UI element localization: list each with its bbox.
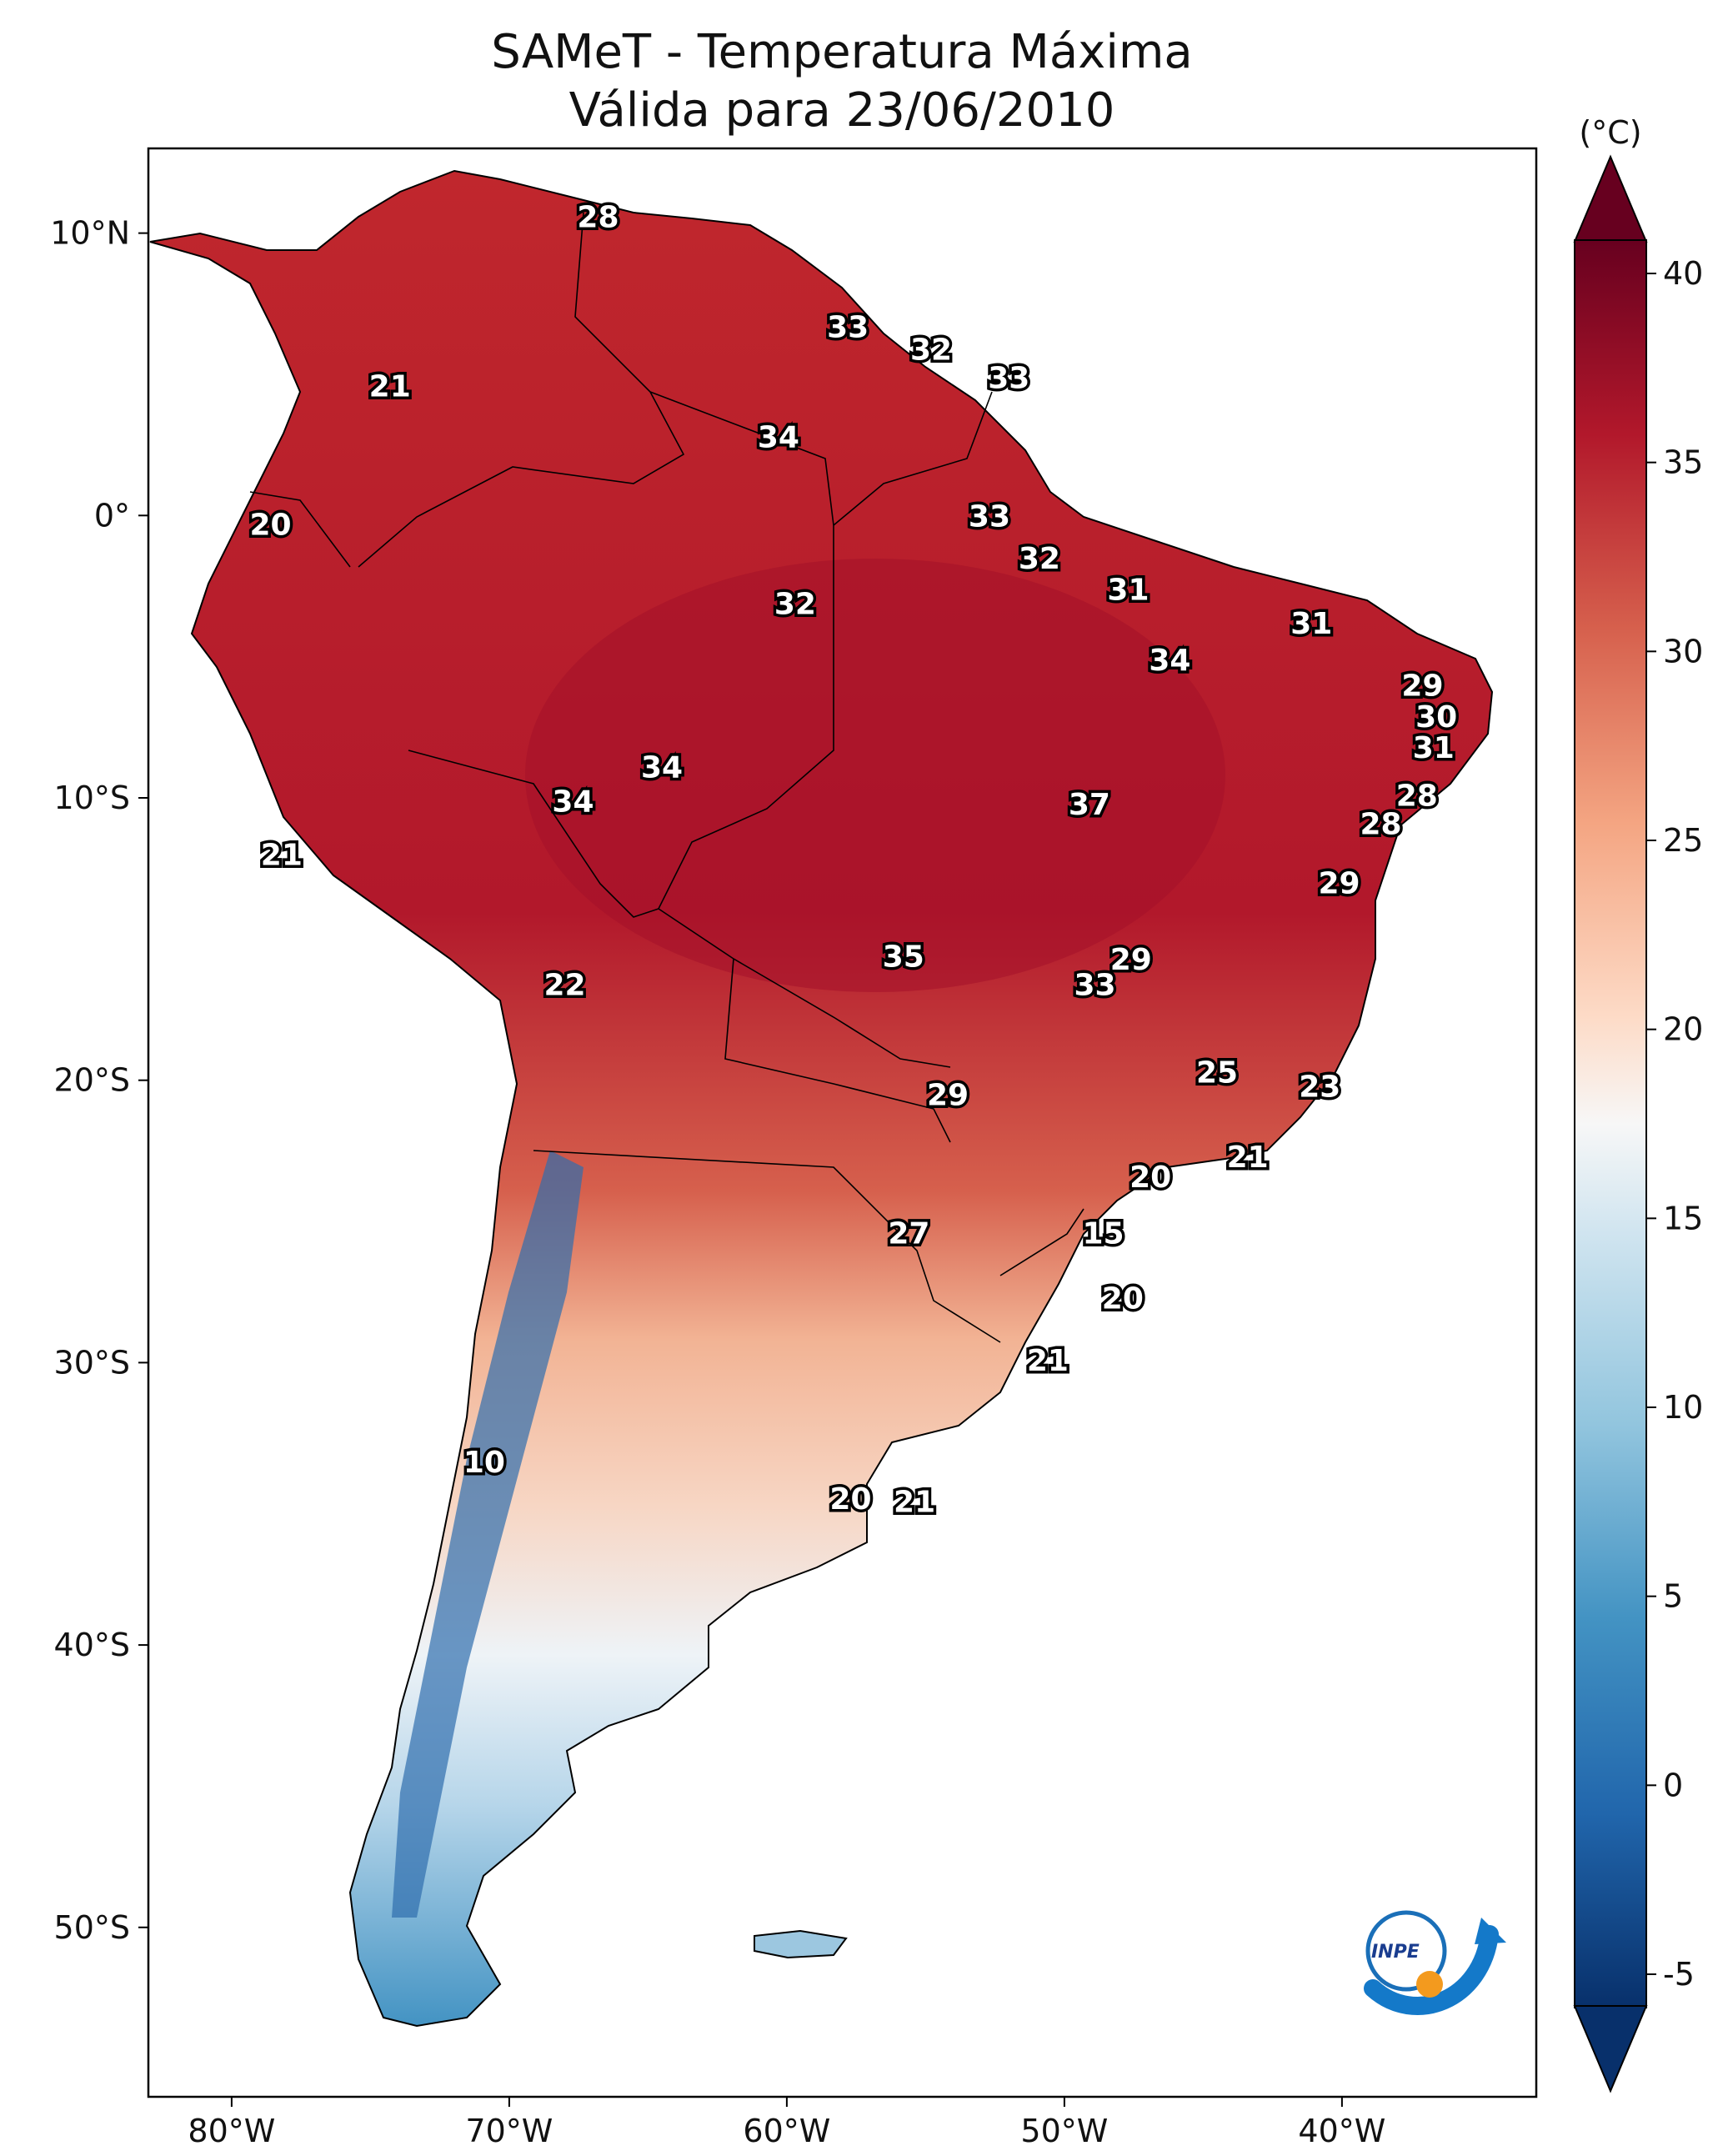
temperature-label: 34 (1149, 644, 1190, 678)
lon-tick-label: 80°W (188, 2113, 275, 2149)
lat-tick-label: 10°S (54, 780, 130, 816)
temperature-label: 22 (543, 969, 585, 1003)
lon-tick-label: 70°W (465, 2113, 553, 2149)
inpe-logo-text: INPE (1371, 1942, 1420, 1963)
temperature-label: 29 (1401, 669, 1443, 704)
temperature-label: 33 (1074, 969, 1115, 1003)
longitude-axis: 80°W 70°W 60°W 50°W 40°W (188, 2097, 1385, 2149)
temperature-label: 21 (894, 1485, 935, 1519)
temperature-label: 34 (641, 751, 683, 785)
colorbar-tick-label: 5 (1663, 1578, 1683, 1615)
temperature-label: 10 (463, 1446, 505, 1480)
lat-tick-label: 20°S (54, 1062, 130, 1099)
colorbar-tick-label: 15 (1663, 1200, 1703, 1236)
temperature-label: 34 (758, 420, 799, 454)
temperature-label: 33 (969, 499, 1010, 534)
falkland-islands (754, 1929, 848, 1959)
temperature-label: 33 (988, 361, 1029, 395)
temperature-label: 20 (829, 1482, 871, 1517)
map-title-line2: Válida para 23/06/2010 (568, 83, 1115, 138)
temperature-label: 20 (249, 508, 291, 542)
colorbar-tick-label: -5 (1663, 1956, 1695, 1993)
temperature-label: 27 (888, 1217, 929, 1251)
lat-tick-label: 40°S (54, 1627, 130, 1663)
colorbar: (°C) 40 35 30 25 20 15 10 5 0 -5 (1573, 114, 1703, 2093)
country-borders (249, 212, 1084, 1343)
temperature-label: 29 (927, 1079, 969, 1113)
temperature-label: 20 (1129, 1161, 1171, 1195)
colorbar-tick-label: 40 (1663, 255, 1703, 292)
temperature-label: 28 (1360, 807, 1401, 841)
temperature-label: 32 (910, 333, 952, 367)
latitude-axis: 10°N 0° 10°S 20°S 30°S 40°S 50°S (50, 215, 148, 1946)
colorbar-unit: (°C) (1579, 114, 1641, 151)
map-frame-border (147, 147, 1538, 2098)
temperature-label: 35 (883, 940, 924, 975)
colorbar-bottom-extend (1573, 2005, 1648, 2093)
temperature-label: 29 (1110, 943, 1152, 977)
map-title-line1: SAMeT - Temperatura Máxima (491, 25, 1193, 79)
temperature-label: 37 (1069, 788, 1110, 822)
inpe-logo-icon: INPE (1364, 1910, 1506, 2015)
lat-tick-label: 0° (94, 497, 130, 534)
temperature-label: 23 (1299, 1070, 1340, 1104)
temperature-label: 15 (1082, 1217, 1124, 1251)
colorbar-ticks: 40 35 30 25 20 15 10 5 0 -5 (1646, 255, 1703, 1993)
lat-tick-label: 10°N (50, 215, 130, 252)
temperature-label: 33 (827, 310, 869, 344)
hot-core-region (525, 559, 1225, 992)
temperature-label: 32 (774, 587, 816, 621)
andes-cool-strip (392, 1151, 584, 1918)
temperature-label: 20 (1102, 1281, 1144, 1316)
colorbar-tick-label: 10 (1663, 1389, 1703, 1426)
temperature-label: 29 (1319, 867, 1360, 901)
temperature-label: 21 (1227, 1141, 1269, 1175)
temperature-label: 28 (1396, 780, 1438, 814)
lon-tick-label: 40°W (1298, 2113, 1385, 2149)
lon-tick-label: 60°W (743, 2113, 830, 2149)
temperature-label: 31 (1290, 607, 1332, 641)
colorbar-gradient (1574, 239, 1647, 2008)
colorbar-tick-label: 25 (1663, 822, 1703, 859)
colorbar-top-extend (1573, 154, 1648, 243)
temperature-label: 32 (1019, 542, 1060, 576)
colorbar-tick-label: 20 (1663, 1011, 1703, 1048)
colorbar-tick-label: 0 (1663, 1767, 1683, 1803)
lat-tick-label: 30°S (54, 1344, 130, 1381)
temperature-label: 30 (1415, 700, 1457, 735)
temperature-label: 21 (261, 839, 303, 873)
temperature-label: 25 (1196, 1056, 1238, 1091)
temperature-label: 21 (369, 370, 411, 404)
colorbar-tick-label: 30 (1663, 633, 1703, 669)
temperature-label: 21 (1027, 1344, 1069, 1378)
lat-tick-label: 50°S (54, 1909, 130, 1946)
temperature-label: 31 (1413, 731, 1455, 765)
temperature-label: 28 (577, 200, 619, 234)
colorbar-tick-label: 35 (1663, 444, 1703, 481)
temperature-label: 34 (552, 785, 594, 819)
temperature-label: 31 (1107, 573, 1149, 607)
lon-tick-label: 50°W (1020, 2113, 1108, 2149)
